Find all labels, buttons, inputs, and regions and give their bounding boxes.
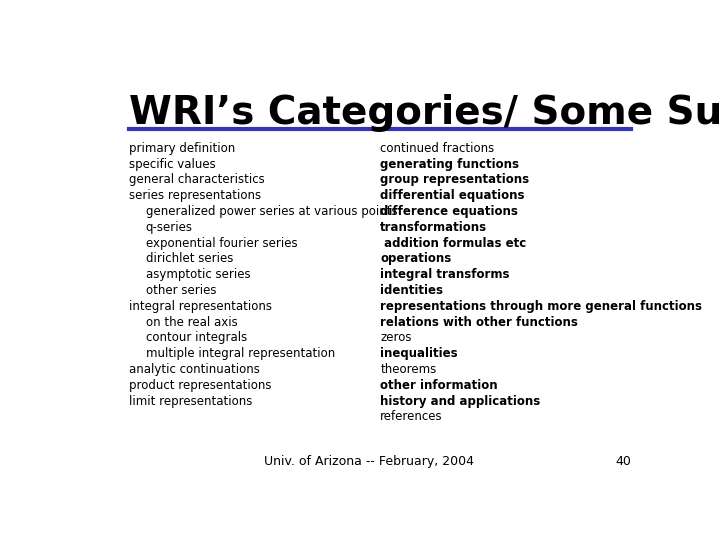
Text: product representations: product representations (129, 379, 271, 392)
Text: theorems: theorems (380, 363, 436, 376)
Text: general characteristics: general characteristics (129, 173, 265, 186)
Text: WRI’s Categories/ Some Subcategories: WRI’s Categories/ Some Subcategories (129, 94, 720, 132)
Text: generating functions: generating functions (380, 158, 519, 171)
Text: inequalities: inequalities (380, 347, 458, 360)
Text: zeros: zeros (380, 332, 412, 345)
Text: exponential fourier series: exponential fourier series (145, 237, 297, 249)
Text: other series: other series (145, 284, 216, 297)
Text: contour integrals: contour integrals (145, 332, 247, 345)
Text: differential equations: differential equations (380, 189, 525, 202)
Text: history and applications: history and applications (380, 395, 541, 408)
Text: specific values: specific values (129, 158, 216, 171)
Text: group representations: group representations (380, 173, 529, 186)
Text: dirichlet series: dirichlet series (145, 252, 233, 265)
Text: identities: identities (380, 284, 444, 297)
Text: 40: 40 (616, 455, 631, 468)
Text: Univ. of Arizona -- February, 2004: Univ. of Arizona -- February, 2004 (264, 455, 474, 468)
Text: transformations: transformations (380, 221, 487, 234)
Text: addition formulas etc: addition formulas etc (380, 237, 526, 249)
Text: primary definition: primary definition (129, 141, 235, 155)
Text: continued fractions: continued fractions (380, 141, 495, 155)
Text: operations: operations (380, 252, 451, 265)
Text: difference equations: difference equations (380, 205, 518, 218)
Text: integral representations: integral representations (129, 300, 272, 313)
Text: analytic continuations: analytic continuations (129, 363, 260, 376)
Text: q-series: q-series (145, 221, 193, 234)
Text: representations through more general functions: representations through more general fun… (380, 300, 702, 313)
Text: asymptotic series: asymptotic series (145, 268, 251, 281)
Text: other information: other information (380, 379, 498, 392)
Text: generalized power series at various points: generalized power series at various poin… (145, 205, 397, 218)
Text: limit representations: limit representations (129, 395, 253, 408)
Text: series representations: series representations (129, 189, 261, 202)
Text: on the real axis: on the real axis (145, 315, 238, 328)
Text: integral transforms: integral transforms (380, 268, 510, 281)
Text: multiple integral representation: multiple integral representation (145, 347, 335, 360)
Text: relations with other functions: relations with other functions (380, 315, 578, 328)
Text: references: references (380, 410, 443, 423)
